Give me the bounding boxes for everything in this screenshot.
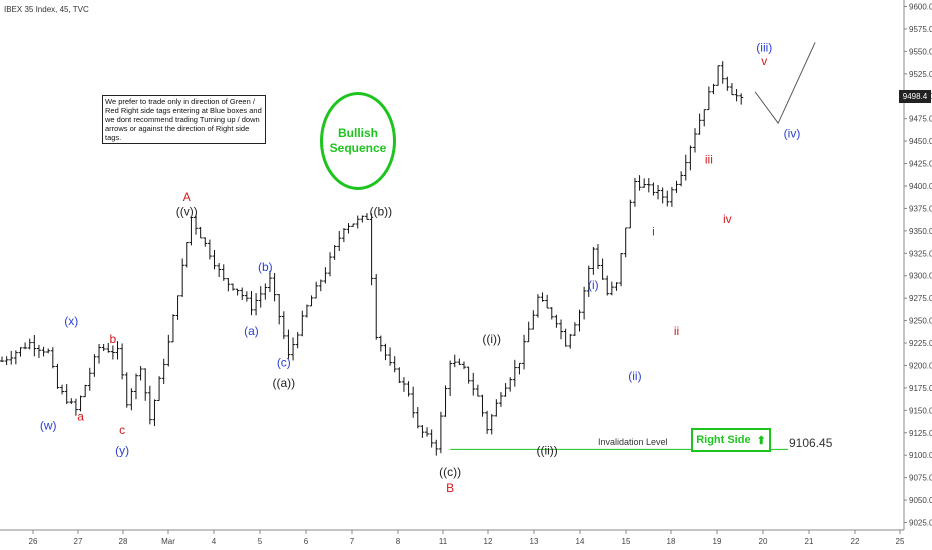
- bullish-sequence-badge: Bullish Sequence: [320, 92, 396, 190]
- y-tick-label: 9525.0: [909, 70, 932, 79]
- x-tick-label: Mar: [161, 537, 175, 546]
- x-tick-label: 19: [713, 537, 722, 546]
- y-tick-label: 9375.0: [909, 204, 932, 213]
- wave-label: (x): [64, 314, 78, 328]
- last-price-tag: 9498.4: [899, 90, 931, 103]
- bullish-label-line1: Bullish: [337, 126, 378, 140]
- up-arrow-icon: ⬆: [756, 434, 766, 447]
- wave-label: (ii): [628, 369, 641, 383]
- x-tick-label: 26: [29, 537, 38, 546]
- wave-label: ((v)): [176, 205, 198, 219]
- y-tick-label: 9200.0: [909, 361, 932, 370]
- x-tick-label: 27: [74, 537, 83, 546]
- wave-label: (b): [258, 260, 273, 274]
- wave-label: iv: [723, 212, 732, 226]
- wave-label: (i): [588, 278, 599, 292]
- wave-label: c: [119, 423, 125, 437]
- trading-note: We prefer to trade only in direction of …: [102, 95, 266, 144]
- y-tick-label: 9025.0: [909, 519, 932, 528]
- y-tick-label: 9325.0: [909, 249, 932, 258]
- y-tick-label: 9350.0: [909, 227, 932, 236]
- right-side-label: Right Side: [696, 434, 751, 446]
- x-tick-label: 21: [805, 537, 814, 546]
- x-tick-label: 15: [622, 537, 631, 546]
- invalidation-label: Invalidation Level: [598, 437, 668, 447]
- y-tick-label: 9225.0: [909, 339, 932, 348]
- x-tick-label: 11: [439, 537, 448, 546]
- x-tick-label: 22: [851, 537, 860, 546]
- x-tick-label: 8: [396, 537, 401, 546]
- y-tick-label: 9475.0: [909, 115, 932, 124]
- wave-label: ((a)): [272, 376, 295, 390]
- projection-path: [754, 42, 816, 125]
- x-tick-label: 12: [484, 537, 493, 546]
- wave-label: (y): [115, 443, 129, 457]
- x-tick-label: 13: [530, 537, 539, 546]
- y-tick-label: 9050.0: [909, 496, 932, 505]
- wave-label: ((ii)): [536, 443, 557, 457]
- wave-label: (c): [277, 355, 291, 369]
- y-tick-label: 9075.0: [909, 474, 932, 483]
- chart-title: IBEX 35 Index, 45, TVC: [4, 5, 89, 14]
- y-tick-label: 9400.0: [909, 182, 932, 191]
- x-tick-label: 4: [212, 537, 217, 546]
- right-side-tag: Right Side ⬆: [691, 428, 771, 452]
- y-tick-label: 9150.0: [909, 406, 932, 415]
- y-tick-label: 9600.0: [909, 3, 932, 12]
- y-tick-label: 9575.0: [909, 25, 932, 34]
- x-tick-label: 20: [759, 537, 768, 546]
- wave-label: (iii): [756, 40, 772, 54]
- y-tick-label: 9550.0: [909, 47, 932, 56]
- wave-label: i: [652, 224, 655, 238]
- y-tick-label: 9450.0: [909, 137, 932, 146]
- wave-label: v: [761, 54, 767, 68]
- x-tick-label: 6: [304, 537, 309, 546]
- y-tick-label: 9275.0: [909, 294, 932, 303]
- y-tick-label: 9300.0: [909, 272, 932, 281]
- wave-label: B: [446, 481, 454, 495]
- wave-label: (iv): [784, 127, 801, 141]
- x-tick-label: 18: [667, 537, 676, 546]
- y-tick-label: 9125.0: [909, 429, 932, 438]
- y-tick-label: 9250.0: [909, 317, 932, 326]
- wave-label: b: [110, 332, 117, 346]
- x-tick-label: 7: [350, 537, 355, 546]
- wave-label: (a): [244, 324, 259, 338]
- wave-label: ((b)): [370, 205, 393, 219]
- y-tick-label: 9100.0: [909, 451, 932, 460]
- wave-label: (w): [40, 418, 57, 432]
- wave-label: ((c)): [439, 465, 461, 479]
- bullish-label-line2: Sequence: [329, 141, 387, 155]
- wave-label: iii: [705, 153, 713, 167]
- wave-label: ((i)): [482, 332, 501, 346]
- wave-label: ii: [674, 324, 679, 338]
- x-tick-label: 28: [119, 537, 128, 546]
- wave-label: A: [183, 190, 191, 204]
- invalidation-value: 9106.45: [789, 436, 833, 450]
- y-tick-label: 9425.0: [909, 160, 932, 169]
- x-tick-label: 14: [576, 537, 585, 546]
- wave-label: a: [77, 409, 84, 423]
- x-tick-label: 25: [896, 537, 905, 546]
- y-tick-label: 9175.0: [909, 384, 932, 393]
- x-tick-label: 5: [258, 537, 263, 546]
